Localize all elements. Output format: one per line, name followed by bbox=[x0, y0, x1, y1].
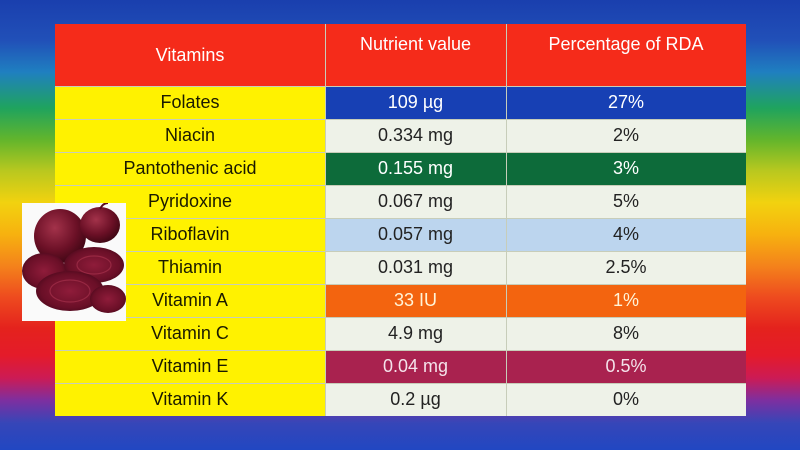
row-divider bbox=[55, 218, 746, 219]
rda-percentage-cell: 0.5% bbox=[506, 350, 746, 383]
vitamin-name-cell: Vitamin C bbox=[55, 317, 325, 350]
rda-percentage-cell: 8% bbox=[506, 317, 746, 350]
nutrient-value-cell: 0.04 mg bbox=[325, 350, 506, 383]
beetroot-slices-illustration bbox=[22, 202, 126, 313]
header-nutrient-value: Nutrient value bbox=[325, 24, 506, 86]
row-divider bbox=[55, 251, 746, 252]
nutrient-value-cell: 109 µg bbox=[325, 86, 506, 119]
nutrient-value-cell: 0.2 µg bbox=[325, 383, 506, 416]
nutrient-value-cell: 33 IU bbox=[325, 284, 506, 317]
vitamin-name-cell: Pantothenic acid bbox=[55, 152, 325, 185]
column-divider bbox=[506, 24, 507, 416]
header-percentage-rda: Percentage of RDA bbox=[506, 24, 746, 86]
rda-percentage-cell: 1% bbox=[506, 284, 746, 317]
header-vitamins: Vitamins bbox=[55, 24, 325, 86]
rda-percentage-cell: 2% bbox=[506, 119, 746, 152]
vitamin-name-cell: Niacin bbox=[55, 119, 325, 152]
column-divider bbox=[325, 24, 326, 416]
rda-percentage-cell: 4% bbox=[506, 218, 746, 251]
rda-percentage-cell: 2.5% bbox=[506, 251, 746, 284]
nutrient-value-cell: 0.334 mg bbox=[325, 119, 506, 152]
nutrient-value-cell: 0.057 mg bbox=[325, 218, 506, 251]
nutrient-value-cell: 0.155 mg bbox=[325, 152, 506, 185]
row-divider bbox=[55, 152, 746, 153]
rda-percentage-cell: 3% bbox=[506, 152, 746, 185]
vitamin-name-cell: Pyridoxine bbox=[55, 185, 325, 218]
row-divider bbox=[55, 317, 746, 318]
nutrient-value-cell: 0.067 mg bbox=[325, 185, 506, 218]
rda-percentage-cell: 5% bbox=[506, 185, 746, 218]
row-divider bbox=[55, 284, 746, 285]
row-divider bbox=[55, 119, 746, 120]
vitamin-name-cell: Folates bbox=[55, 86, 325, 119]
vitamin-name-cell: Vitamin E bbox=[55, 350, 325, 383]
row-divider bbox=[55, 350, 746, 351]
row-divider bbox=[55, 185, 746, 186]
nutrient-value-cell: 4.9 mg bbox=[325, 317, 506, 350]
row-divider bbox=[55, 86, 746, 87]
rda-percentage-cell: 27% bbox=[506, 86, 746, 119]
rda-percentage-cell: 0% bbox=[506, 383, 746, 416]
row-divider bbox=[55, 383, 746, 384]
vitamin-name-cell: Vitamin K bbox=[55, 383, 325, 416]
beetroot-image bbox=[22, 202, 126, 321]
nutrient-value-cell: 0.031 mg bbox=[325, 251, 506, 284]
